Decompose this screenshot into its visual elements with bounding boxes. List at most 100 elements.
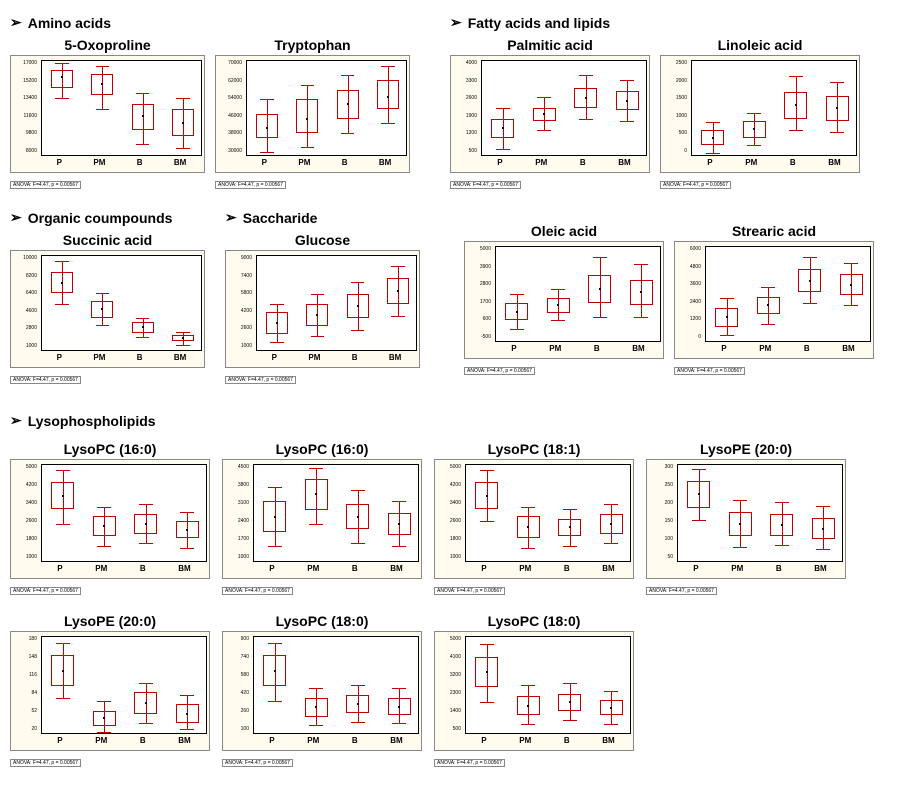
y-axis: 500042003400260018001000 bbox=[11, 464, 39, 560]
x-category: B bbox=[776, 564, 782, 573]
chart-frame: 5000390028001700600-500PPMBBM bbox=[464, 241, 664, 359]
x-category: B bbox=[352, 353, 358, 362]
plot-area bbox=[41, 60, 202, 156]
plot-area bbox=[41, 636, 207, 734]
x-axis-labels: PPMBBM bbox=[481, 158, 647, 167]
x-category: P bbox=[57, 736, 62, 745]
chart-frame: 500042003400260018001000PPMBBM bbox=[434, 459, 634, 579]
saccharide-section: ➢ Saccharide Glucose90007400580042002600… bbox=[225, 205, 420, 390]
chart-title: Tryptophan bbox=[215, 37, 410, 53]
plot-area bbox=[41, 255, 202, 351]
x-category: BM bbox=[379, 158, 391, 167]
x-category: BM bbox=[602, 564, 614, 573]
boxplot-chart: LysoPC (18:0) 50004100320023001400500PPMB… bbox=[434, 613, 634, 769]
x-category: BM bbox=[174, 353, 186, 362]
x-axis-labels: PPMBBM bbox=[41, 564, 207, 573]
chart-footer: ANOVA: F=4.47, p = 0.00567 bbox=[434, 587, 505, 595]
x-category: B bbox=[790, 158, 796, 167]
y-axis: 25002000150010005000 bbox=[661, 60, 689, 154]
chart-frame: 1700015200134001160098008000PPMBBM bbox=[10, 55, 205, 173]
organic-title: Organic coumpounds bbox=[28, 210, 173, 226]
chart-frame: 450038003100240017001000PPMBBM bbox=[222, 459, 422, 579]
x-axis-labels: PPMBBM bbox=[465, 564, 631, 573]
chart-title: 5-Oxoproline bbox=[10, 37, 205, 53]
x-axis-labels: PPMBBM bbox=[246, 158, 407, 167]
chart-footer: ANOVA: F=4.47, p = 0.00567 bbox=[660, 181, 731, 189]
chart-frame: 25002000150010005000PPMBBM bbox=[660, 55, 860, 173]
x-category: B bbox=[352, 564, 358, 573]
x-axis-labels: PPMBBM bbox=[41, 158, 202, 167]
x-category: PM bbox=[535, 158, 547, 167]
bullet-icon: ➢ bbox=[10, 412, 22, 429]
x-category: P bbox=[481, 564, 486, 573]
plot-area bbox=[253, 464, 419, 562]
boxplot-chart: LysoPE (20:0)30025020015010050PPMBBMANOV… bbox=[646, 441, 846, 597]
x-category: BM bbox=[632, 344, 644, 353]
x-category: P bbox=[497, 158, 502, 167]
chart-frame: 600048003600240012000PPMBBM bbox=[674, 241, 874, 359]
boxplot-chart: Succinic acid1000082006400460028001000PP… bbox=[10, 232, 205, 386]
amino-acids-title: Amino acids bbox=[28, 15, 111, 31]
chart-title: LysoPE (20:0) bbox=[646, 441, 846, 457]
plot-area bbox=[253, 636, 419, 734]
chart-footer: ANOVA: F=4.47, p = 0.00567 bbox=[434, 759, 505, 767]
x-category: PM bbox=[95, 564, 107, 573]
x-category: P bbox=[57, 564, 62, 573]
y-axis: 40003300260019001200500 bbox=[451, 60, 479, 154]
plot-area bbox=[705, 246, 871, 342]
chart-footer: ANOVA: F=4.47, p = 0.00567 bbox=[225, 376, 296, 384]
x-category: PM bbox=[93, 158, 105, 167]
chart-title: LysoPC (16:0) bbox=[10, 441, 210, 457]
chart-footer: ANOVA: F=4.47, p = 0.00567 bbox=[222, 759, 293, 767]
chart-title: LysoPC (18:0) bbox=[434, 613, 634, 629]
chart-footer: ANOVA: F=4.47, p = 0.00567 bbox=[10, 759, 81, 767]
chart-frame: 50004100320023001400500PPMBBM bbox=[434, 631, 634, 751]
x-category: PM bbox=[95, 736, 107, 745]
x-category: PM bbox=[307, 564, 319, 573]
y-axis: 50004100320023001400500 bbox=[435, 636, 463, 732]
box bbox=[256, 114, 278, 138]
chart-frame: 40003300260019001200500PPMBBM bbox=[450, 55, 650, 173]
boxplot-chart: LysoPC (16:0)450038003100240017001000PPM… bbox=[222, 441, 422, 597]
plot-area bbox=[465, 636, 631, 734]
chart-title: LysoPE (20:0) bbox=[10, 613, 210, 629]
x-category: PM bbox=[745, 158, 757, 167]
x-category: BM bbox=[828, 158, 840, 167]
x-category: B bbox=[342, 158, 348, 167]
y-axis: 900074005800420026001000 bbox=[226, 255, 254, 349]
organic-header: ➢ Organic coumpounds bbox=[10, 209, 205, 226]
chart-title: Strearic acid bbox=[674, 223, 874, 239]
bullet-icon: ➢ bbox=[225, 209, 237, 226]
plot-area bbox=[481, 60, 647, 156]
box bbox=[377, 80, 399, 109]
x-category: BM bbox=[389, 353, 401, 362]
x-axis-labels: PPMBBM bbox=[495, 344, 661, 353]
fatty-acids-title: Fatty acids and lipids bbox=[468, 15, 610, 31]
x-category: PM bbox=[519, 736, 531, 745]
x-category: PM bbox=[549, 344, 561, 353]
x-category: PM bbox=[308, 353, 320, 362]
bullet-icon: ➢ bbox=[10, 14, 22, 31]
x-category: BM bbox=[602, 736, 614, 745]
chart-frame: 180148116845220PPMBBM bbox=[10, 631, 210, 751]
plot-area bbox=[691, 60, 857, 156]
x-category: BM bbox=[618, 158, 630, 167]
x-category: P bbox=[272, 353, 277, 362]
box bbox=[296, 99, 318, 133]
box bbox=[51, 70, 73, 88]
x-category: B bbox=[140, 736, 146, 745]
y-axis: 450038003100240017001000 bbox=[223, 464, 251, 560]
boxplot-chart: LysoPC (16:0) 500042003400260018001000 P PM… bbox=[10, 441, 210, 597]
x-category: BM bbox=[178, 564, 190, 573]
saccharide-title: Saccharide bbox=[243, 210, 318, 226]
saccharide-header: ➢ Saccharide bbox=[225, 209, 420, 226]
x-axis-labels: PPMBBM bbox=[253, 736, 419, 745]
x-axis-labels: PPMBBM bbox=[691, 158, 857, 167]
lyso-title: Lysophospholipids bbox=[28, 413, 156, 429]
x-category: BM bbox=[178, 736, 190, 745]
y-axis: 600048003600240012000 bbox=[675, 246, 703, 340]
chart-title: LysoPC (18:1) bbox=[434, 441, 634, 457]
x-category: BM bbox=[814, 564, 826, 573]
x-category: P bbox=[269, 736, 274, 745]
x-category: BM bbox=[174, 158, 186, 167]
